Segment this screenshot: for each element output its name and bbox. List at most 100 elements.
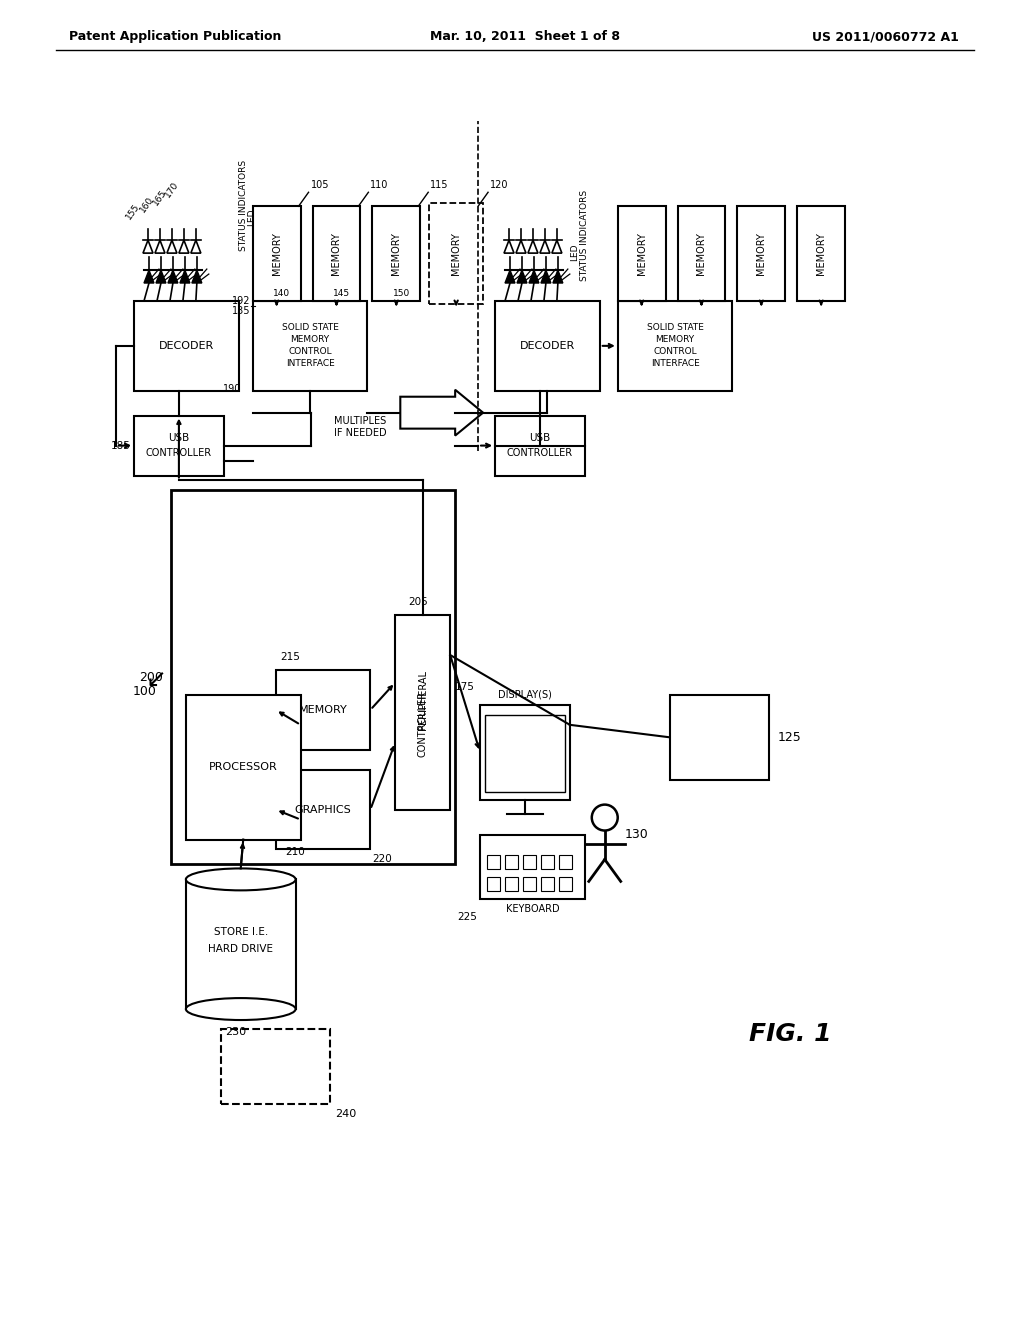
Text: 185: 185 <box>112 441 131 450</box>
FancyBboxPatch shape <box>495 301 600 391</box>
Text: STATUS INDICATORS: STATUS INDICATORS <box>239 160 248 251</box>
Text: 135: 135 <box>232 306 251 315</box>
Text: SOLID STATE: SOLID STATE <box>282 323 339 333</box>
FancyBboxPatch shape <box>395 615 451 809</box>
Polygon shape <box>504 240 514 253</box>
Polygon shape <box>144 271 154 282</box>
FancyBboxPatch shape <box>373 206 420 301</box>
Polygon shape <box>517 271 527 282</box>
Text: 110: 110 <box>371 181 389 190</box>
Text: MEMORY: MEMORY <box>271 232 282 275</box>
Polygon shape <box>505 271 515 282</box>
Text: MEMORY: MEMORY <box>655 335 694 345</box>
Text: 215: 215 <box>281 652 300 663</box>
Polygon shape <box>155 240 165 253</box>
Polygon shape <box>528 240 538 253</box>
Text: MEMORY: MEMORY <box>637 232 646 275</box>
Text: CONTROL: CONTROL <box>653 347 697 356</box>
FancyBboxPatch shape <box>670 694 769 780</box>
FancyBboxPatch shape <box>495 416 585 475</box>
Text: DECODER: DECODER <box>520 341 575 351</box>
Text: INTERFACE: INTERFACE <box>650 359 699 368</box>
Polygon shape <box>529 271 539 282</box>
Text: MEMORY: MEMORY <box>452 232 461 275</box>
FancyBboxPatch shape <box>429 203 483 304</box>
Polygon shape <box>191 271 202 282</box>
Text: PERIPHERAL: PERIPHERAL <box>418 671 428 730</box>
Text: HARD DRIVE: HARD DRIVE <box>208 944 273 954</box>
Polygon shape <box>552 240 562 253</box>
Text: MEMORY: MEMORY <box>332 232 341 275</box>
Polygon shape <box>179 240 188 253</box>
Polygon shape <box>541 271 551 282</box>
Text: SOLID STATE: SOLID STATE <box>646 323 703 333</box>
Text: 150: 150 <box>392 289 410 298</box>
Text: KEYBOARD: KEYBOARD <box>506 904 559 915</box>
Polygon shape <box>553 271 563 282</box>
Text: 140: 140 <box>273 289 290 298</box>
Text: 225: 225 <box>458 912 477 923</box>
FancyBboxPatch shape <box>221 1030 331 1104</box>
FancyBboxPatch shape <box>432 206 480 301</box>
Polygon shape <box>167 240 177 253</box>
FancyBboxPatch shape <box>737 206 785 301</box>
Text: Patent Application Publication: Patent Application Publication <box>70 30 282 44</box>
Text: DECODER: DECODER <box>159 341 214 351</box>
Text: STORE I.E.: STORE I.E. <box>214 927 268 937</box>
Text: MEMORY: MEMORY <box>696 232 707 275</box>
Polygon shape <box>143 240 153 253</box>
Text: MEMORY: MEMORY <box>299 705 347 715</box>
FancyBboxPatch shape <box>312 206 360 301</box>
Text: MEMORY: MEMORY <box>291 335 330 345</box>
Text: 210: 210 <box>286 847 305 858</box>
FancyArrow shape <box>400 389 483 436</box>
Polygon shape <box>516 240 526 253</box>
Text: 100: 100 <box>133 685 157 698</box>
Text: 175: 175 <box>456 682 475 692</box>
Text: 125: 125 <box>777 731 801 743</box>
Polygon shape <box>180 271 189 282</box>
FancyBboxPatch shape <box>134 301 239 391</box>
Text: CONTROLLER: CONTROLLER <box>418 692 428 758</box>
FancyBboxPatch shape <box>541 855 554 870</box>
Text: MEMORY: MEMORY <box>757 232 766 275</box>
Text: 190: 190 <box>223 384 242 393</box>
Text: 165: 165 <box>152 187 169 207</box>
FancyBboxPatch shape <box>617 301 732 391</box>
Text: 220: 220 <box>373 854 392 865</box>
Text: PROCESSOR: PROCESSOR <box>209 762 278 772</box>
Text: DISPLAY(S): DISPLAY(S) <box>498 690 552 700</box>
FancyBboxPatch shape <box>275 770 371 850</box>
FancyBboxPatch shape <box>523 878 536 891</box>
Text: LED: LED <box>247 209 256 226</box>
FancyBboxPatch shape <box>186 879 296 1008</box>
FancyBboxPatch shape <box>505 855 518 870</box>
Text: US 2011/0060772 A1: US 2011/0060772 A1 <box>812 30 958 44</box>
FancyBboxPatch shape <box>505 878 518 891</box>
Text: CONTROLLER: CONTROLLER <box>145 447 212 458</box>
FancyBboxPatch shape <box>186 694 301 840</box>
Text: $\swarrow$: $\swarrow$ <box>140 668 165 692</box>
Text: MEMORY: MEMORY <box>816 232 826 275</box>
Text: 205: 205 <box>408 597 428 607</box>
FancyBboxPatch shape <box>487 855 500 870</box>
Text: 170: 170 <box>164 180 181 199</box>
FancyBboxPatch shape <box>678 206 725 301</box>
Text: Mar. 10, 2011  Sheet 1 of 8: Mar. 10, 2011 Sheet 1 of 8 <box>430 30 621 44</box>
Text: USB: USB <box>168 433 189 442</box>
Polygon shape <box>168 271 178 282</box>
Text: FIG. 1: FIG. 1 <box>750 1022 831 1045</box>
FancyBboxPatch shape <box>523 855 536 870</box>
Text: MULTIPLES: MULTIPLES <box>334 416 386 425</box>
Text: 130: 130 <box>625 828 648 841</box>
FancyBboxPatch shape <box>134 416 224 475</box>
FancyBboxPatch shape <box>617 206 666 301</box>
Text: INTERFACE: INTERFACE <box>286 359 335 368</box>
FancyBboxPatch shape <box>253 301 368 391</box>
Text: 192: 192 <box>232 296 251 306</box>
Text: IF NEEDED: IF NEEDED <box>334 428 387 438</box>
Text: 160: 160 <box>138 195 156 214</box>
Polygon shape <box>190 240 201 253</box>
Ellipse shape <box>186 869 296 891</box>
FancyBboxPatch shape <box>480 705 569 800</box>
